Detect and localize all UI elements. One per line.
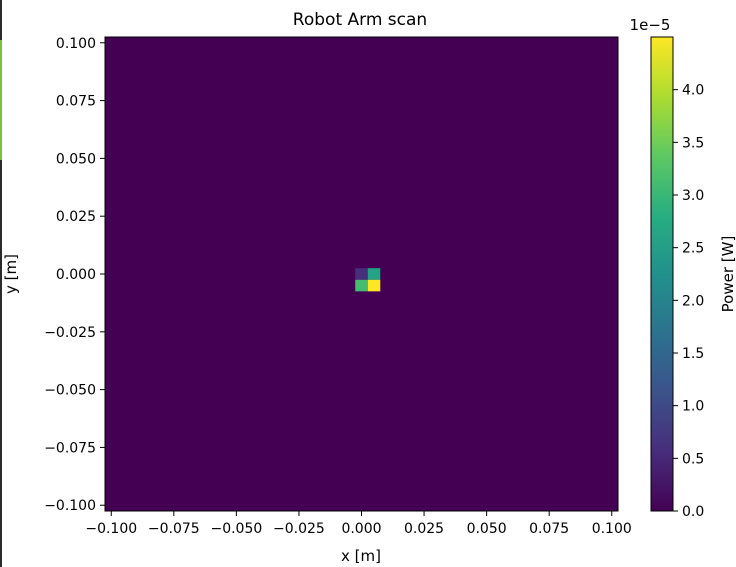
colorbar (650, 36, 674, 512)
x-tick-label: 0.025 (404, 521, 444, 537)
colorbar-tick-label: 0.0 (682, 504, 704, 520)
x-tick-label: −0.100 (85, 521, 137, 537)
colorbar-label: Power [W] (719, 236, 736, 313)
heatmap-cell-0 (355, 268, 368, 280)
y-tick-label: −0.025 (44, 325, 96, 341)
heatmap-cell-2 (355, 279, 368, 292)
colorbar-tick-label: 1.5 (682, 346, 704, 362)
x-axis-label: x [m] (341, 547, 381, 565)
plot-area (105, 37, 618, 511)
colorbar-tick-label: 3.0 (682, 188, 704, 204)
heatmap-cell-3 (367, 279, 381, 292)
colorbar-tick-label: 3.5 (682, 135, 704, 151)
x-axis-ticks: −0.100 −0.075 −0.050 −0.025 0.000 0.025 0.050 0… (85, 511, 632, 537)
colorbar-tick-label: 4.0 (682, 83, 704, 99)
x-tick-label: 0.100 (592, 521, 632, 537)
window-accent-strip (0, 40, 2, 160)
colorbar-tick-label: 1.0 (682, 399, 704, 415)
y-tick-label: −0.100 (44, 498, 96, 514)
y-tick-label: 0.100 (56, 36, 96, 52)
y-tick-label: 0.025 (56, 209, 96, 225)
x-tick-label: 0.000 (341, 521, 381, 537)
chart-title: Robot Arm scan (293, 10, 427, 30)
colorbar-tick-label: 0.5 (682, 451, 704, 467)
x-tick-label: −0.075 (148, 521, 200, 537)
y-tick-label: 0.000 (56, 267, 96, 283)
x-tick-label: −0.025 (273, 521, 325, 537)
y-tick-label: −0.050 (44, 383, 96, 399)
y-tick-label: 0.075 (56, 94, 96, 110)
x-tick-label: 0.075 (529, 521, 569, 537)
colorbar-ticks: 0.0 0.5 1.0 1.5 2.0 2.5 3.0 3.5 4.0 (673, 83, 704, 520)
colorbar-scale-label: 1e−5 (630, 16, 671, 34)
y-axis-ticks: 0.100 0.075 0.050 0.025 0.000 −0.025 −0.050 −0.… (44, 36, 105, 514)
y-tick-label: 0.050 (56, 151, 96, 167)
y-axis-label: y [m] (2, 254, 20, 294)
window-left-edge (0, 0, 2, 567)
heatmap-cell-1 (367, 268, 381, 280)
x-tick-label: −0.050 (210, 521, 262, 537)
x-tick-label: 0.050 (467, 521, 507, 537)
colorbar-tick-label: 2.5 (682, 241, 704, 257)
colorbar-tick-label: 2.0 (682, 293, 704, 309)
y-tick-label: −0.075 (44, 440, 96, 456)
